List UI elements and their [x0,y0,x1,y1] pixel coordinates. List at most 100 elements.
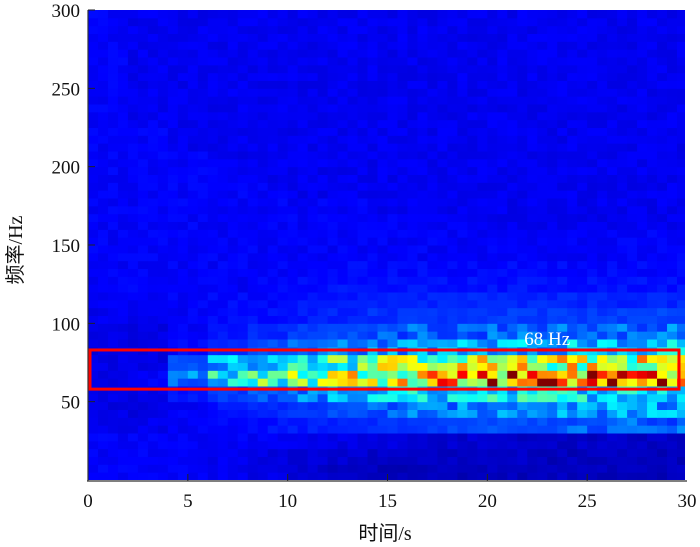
heatmap-cell [537,448,548,457]
heatmap-cell [88,237,99,246]
heatmap-cell [587,229,598,238]
heatmap-cell [517,299,528,309]
heatmap-cell [337,472,349,480]
heatmap-cell [417,96,428,105]
heatmap-cell [587,143,598,152]
heatmap-cell [517,64,528,74]
heatmap-cell [677,245,685,254]
heatmap-cell [487,339,498,348]
heatmap-cell [197,425,209,434]
heatmap-cell [207,464,219,473]
heatmap-cell [567,425,578,434]
heatmap-cell [417,268,428,277]
heatmap-cell [117,96,129,105]
heatmap-cell [307,292,319,301]
heatmap-cell [107,378,119,387]
heatmap-cell [407,166,418,175]
heatmap-cell [227,401,239,410]
heatmap-cell [557,229,568,238]
heatmap-cell [297,33,309,42]
heatmap-cell [437,41,448,50]
heatmap-cell [427,166,438,175]
heatmap-cell [207,252,219,262]
heatmap-cell [577,339,588,348]
heatmap-cell [647,229,658,238]
heatmap-cell [127,64,139,74]
heatmap-cell [657,229,668,238]
heatmap-cell [467,213,478,222]
heatmap-cell [627,315,638,324]
heatmap-cell [287,151,299,160]
heatmap-cell [677,464,685,473]
heatmap-cell [377,245,388,254]
heatmap-cell [387,401,398,410]
heatmap-cell [507,472,518,480]
heatmap-cell [187,417,199,426]
heatmap-cell [217,464,229,473]
heatmap-cell [97,25,109,34]
heatmap-cell [517,425,528,434]
heatmap-cell [377,190,388,199]
heatmap-cell [217,307,229,316]
heatmap-cell [127,417,139,426]
heatmap-cell [657,221,668,230]
heatmap-cell [617,362,628,371]
heatmap-cell [457,135,468,144]
heatmap-cell [677,299,685,309]
heatmap-cell [247,456,259,465]
heatmap-cell [547,276,558,285]
heatmap-cell [547,96,558,105]
heatmap-cell [317,245,329,254]
heatmap-cell [217,284,229,293]
heatmap-cell [617,393,628,403]
heatmap-cell [477,190,488,199]
heatmap-cell [347,198,359,207]
heatmap-cell [507,440,518,450]
heatmap-cell [497,213,508,222]
heatmap-cell [457,339,468,348]
heatmap-cell [367,472,379,480]
heatmap-cell [407,104,418,113]
heatmap-cell [107,323,119,332]
heatmap-cell [267,339,279,348]
heatmap-cell [337,276,349,285]
heatmap-cell [347,292,359,301]
heatmap-cell [347,315,359,324]
heatmap-cell [437,472,448,480]
heatmap-cell [247,49,259,58]
heatmap-cell [547,174,558,183]
heatmap-cell [387,464,398,473]
heatmap-cell [297,299,309,309]
heatmap-cell [557,237,568,246]
heatmap-cell [327,409,339,418]
heatmap-cell [457,393,468,403]
heatmap-cell [167,119,179,128]
heatmap-cell [397,339,408,348]
heatmap-cell [487,104,498,113]
heatmap-cell [287,370,299,379]
heatmap-cell [267,260,279,269]
heatmap-cell [477,17,488,27]
heatmap-cell [127,151,139,160]
heatmap-cell [137,425,149,434]
heatmap-cell [287,10,299,19]
heatmap-cell [297,331,309,340]
heatmap-cell [297,245,309,254]
heatmap-cell [227,72,239,81]
heatmap-cell [88,323,99,332]
heatmap-cell [567,299,578,309]
heatmap-cell [597,252,608,262]
heatmap-cell [307,472,319,480]
heatmap-cell [167,315,179,324]
heatmap-cell [477,96,488,105]
heatmap-cell [457,182,468,191]
heatmap-cell [377,252,388,262]
heatmap-cell [397,25,408,34]
heatmap-cell [567,401,578,410]
heatmap-cell [307,370,319,379]
heatmap-cell [187,33,199,42]
heatmap-cell [447,57,458,66]
heatmap-cell [157,378,169,387]
heatmap-cell [137,88,149,97]
heatmap-cell [147,190,159,199]
